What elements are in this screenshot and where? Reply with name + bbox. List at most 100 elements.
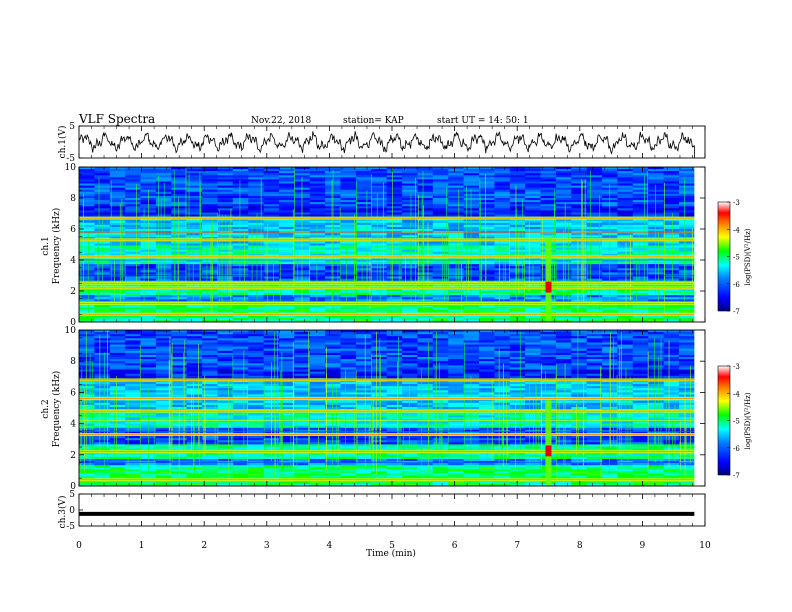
- spectrogram-cell: [586, 359, 603, 362]
- spectrogram-cell: [355, 342, 372, 345]
- spectrogram-cell: [617, 167, 634, 170]
- spectrogram-cell: [94, 200, 111, 203]
- spectrogram-cell: [402, 392, 418, 395]
- spectrogram-cell: [309, 200, 326, 203]
- spectrogram-cell: [355, 245, 372, 248]
- spectrogram-cell: [463, 249, 480, 253]
- spectrogram-cell: [448, 332, 465, 335]
- spectrogram-cell: [109, 179, 126, 182]
- spectrogram-cell: [448, 218, 465, 222]
- spectrogram-cell: [155, 371, 172, 375]
- spectrogram-cell: [294, 350, 311, 354]
- spectrogram-cell: [248, 359, 265, 362]
- spectrogram-cell: [555, 293, 572, 296]
- spectrogram-cell: [648, 260, 665, 263]
- spectrogram-cell: [525, 309, 541, 313]
- spectrogram-cell: [279, 233, 295, 236]
- spectrogram-cell: [202, 295, 218, 298]
- spectrogram-cell: [663, 346, 680, 350]
- spectrogram-cell: [432, 169, 449, 172]
- spectrogram-cell: [448, 330, 465, 333]
- spectrogram-cell: [448, 202, 465, 205]
- spectrogram-cell: [232, 249, 249, 253]
- spectrogram-cell: [79, 206, 95, 209]
- spectrogram-cell: [586, 191, 603, 195]
- spectrogram-cell: [417, 193, 434, 197]
- spectrogram-cell: [463, 352, 480, 356]
- spectrogram-cell: [632, 344, 649, 348]
- spectrogram-cell: [494, 346, 511, 350]
- spectrogram-cell: [371, 355, 388, 358]
- spectrogram-cell: [202, 245, 218, 248]
- spectrogram-cell: [571, 367, 588, 370]
- spectrogram-cell: [448, 350, 465, 354]
- spectrogram-cell: [617, 193, 634, 197]
- spectrogram-cell: [186, 291, 203, 294]
- spectrogram-cell: [263, 181, 280, 184]
- spectrogram-cell: [355, 202, 372, 205]
- spectrogram-cell: [340, 392, 357, 395]
- spectrogram-cell: [294, 214, 311, 217]
- spectrogram-cell: [279, 214, 295, 217]
- spectrogram-cell: [617, 198, 634, 201]
- spectrogram-cell: [632, 167, 649, 170]
- spectrogram-cell: [632, 177, 649, 180]
- spectrogram-cell: [432, 334, 449, 337]
- spectrogram-cell: [263, 185, 280, 189]
- spectrogram-cell: [509, 334, 526, 337]
- spectrogram-cell: [509, 365, 526, 368]
- spectrogram-cell: [340, 367, 357, 370]
- spectrogram-cell: [279, 191, 295, 195]
- spectrogram-cell: [79, 348, 95, 352]
- spectrogram-cell: [494, 187, 511, 191]
- spectrogram-cell: [525, 359, 541, 362]
- spectrogram-cell: [340, 400, 357, 404]
- spectrogram-cell: [448, 204, 465, 207]
- spectrogram-cell: [248, 407, 265, 410]
- spectrogram-cell: [509, 251, 526, 255]
- spectrogram-cell: [479, 200, 495, 203]
- spectrogram-cell: [525, 183, 541, 186]
- spectrogram-cell: [463, 309, 480, 313]
- spectrogram-cell: [263, 195, 280, 199]
- spectrogram-cell: [109, 226, 126, 230]
- spectrogram-cell: [79, 212, 95, 215]
- spectrogram-cell: [663, 288, 680, 292]
- spectrogram-cell: [555, 392, 572, 395]
- spectrogram-cell: [494, 264, 511, 267]
- spectrogram-cell: [109, 344, 126, 348]
- spectrogram-cell: [586, 299, 603, 302]
- spectrogram-cell: [155, 338, 172, 341]
- spectrogram-cell: [494, 173, 511, 176]
- spectrogram-cell: [663, 206, 680, 209]
- spectrogram-cell: [479, 371, 495, 375]
- spectrogram-cell: [79, 251, 95, 255]
- spectrogram-cell: [571, 177, 588, 180]
- spectrogram-cell: [632, 359, 649, 362]
- spectrogram-cell: [325, 363, 341, 366]
- spectrogram-cell: [571, 361, 588, 364]
- spectrogram-cell: [371, 382, 388, 385]
- spectrogram-cell: [109, 243, 126, 246]
- spectrogram-cell: [279, 305, 295, 308]
- spectrogram-cell: [171, 276, 188, 279]
- spectrogram-cell: [448, 390, 465, 393]
- spectrogram-cell: [171, 266, 188, 269]
- spectrogram-cell: [679, 222, 695, 226]
- spectrogram-cell: [79, 299, 95, 302]
- spectrogram-cell: [186, 206, 203, 209]
- spectrogram-cell: [402, 193, 418, 197]
- spectrogram-cell: [509, 243, 526, 246]
- spectrogram-cell: [632, 212, 649, 215]
- spectrogram-cell: [586, 245, 603, 248]
- spectrogram-cell: [648, 336, 665, 339]
- spectrogram-cell: [663, 400, 680, 404]
- spectrogram-cell: [571, 206, 588, 209]
- spectrogram-cell: [309, 344, 326, 348]
- spectrogram-cell: [263, 210, 280, 213]
- spectrogram-cell: [402, 220, 418, 224]
- spectrogram-cell: [232, 307, 249, 310]
- spectrogram-cell: [386, 386, 403, 389]
- spectrogram-cell: [555, 249, 572, 253]
- spectrogram-cell: [509, 241, 526, 244]
